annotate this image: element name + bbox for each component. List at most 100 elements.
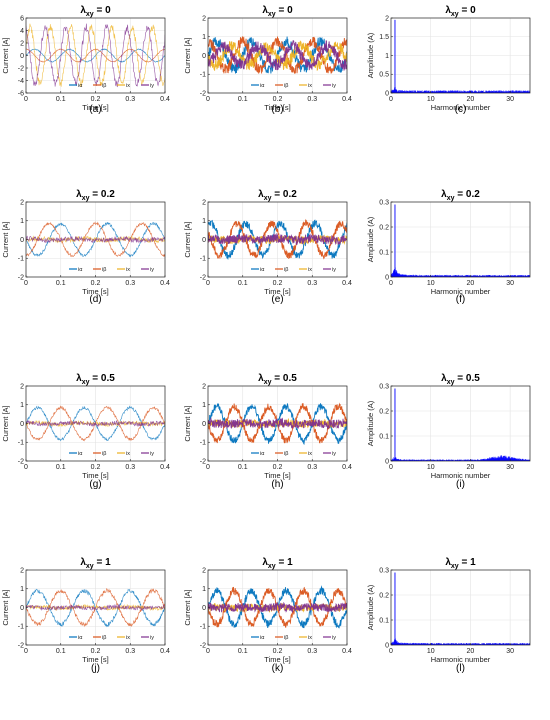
- panel-l: λxy = 1 0 10 20 30 0 0.1 0.2 0.3 Harmonic number A…: [366, 557, 531, 674]
- panel-b-xtick-label-1: 0.1: [238, 96, 248, 103]
- panel-f-ytick-label-3: 0.3: [379, 199, 389, 206]
- panel-e-xtick-label-0: 0: [206, 280, 210, 287]
- panel-e-legend-label-0: iα: [260, 267, 265, 273]
- panel-l-ytick-label-2: 0.2: [379, 592, 389, 599]
- panel-h-legend-label-3: iy: [332, 451, 336, 457]
- panel-d-legend-label-2: ix: [126, 267, 130, 273]
- panel-e-xtick-label-3: 0.3: [307, 280, 317, 287]
- panel-a-legend-label-2: ix: [126, 83, 130, 89]
- panel-l-axes-box: [390, 569, 531, 646]
- panel-b-xtick-label-4: 0.4: [342, 96, 352, 103]
- panel-a-series-x: [26, 23, 165, 88]
- panel-i-axes-box: [390, 385, 531, 462]
- panel-d-series-y: [26, 235, 165, 244]
- panel-l-title-value: = 1: [459, 557, 476, 568]
- panel-j-title: λxy = 1: [80, 557, 111, 570]
- panel-c-title-value: = 0: [459, 5, 476, 16]
- panel-e-series-y: [208, 232, 347, 246]
- panel-c-ylabel: Amplitude (A): [366, 32, 375, 78]
- panel-a-ytick-label-4: 2: [20, 40, 24, 47]
- panel-d-ytick-label-3: 1: [20, 218, 24, 225]
- panel-d-legend-label-3: iy: [150, 267, 154, 273]
- panel-b-ylabel: Current [A]: [183, 37, 192, 73]
- panel-b-series-x: [208, 40, 347, 71]
- panel-d-ytick-label-2: 0: [20, 237, 24, 244]
- panel-e-letter: (e): [271, 294, 283, 305]
- panel-d-legend-label-0: iα: [78, 267, 83, 273]
- panel-k-letter: (k): [272, 663, 284, 674]
- panel-g-title-value: = 0.5: [90, 373, 116, 384]
- panel-k-xtick-label-4: 0.4: [342, 648, 352, 655]
- panel-i-ylabel: Amplitude (A): [366, 400, 375, 446]
- panel-c-xlabel: Harmonic number: [431, 103, 491, 112]
- panel-e-xlabel: Time [s]: [264, 287, 290, 296]
- panel-d-letter: (d): [89, 294, 101, 305]
- panel-a-legend: iα iβ ix iy: [69, 83, 154, 89]
- panel-g-ytick-label-3: 1: [20, 402, 24, 409]
- panel-g-xtick-label-4: 0.4: [160, 464, 170, 471]
- panel-j-xtick-label-4: 0.4: [160, 648, 170, 655]
- panel-a-title-value: = 0: [94, 5, 111, 16]
- panel-e-title: λxy = 0.2: [258, 189, 297, 202]
- panel-h-xtick-label-4: 0.4: [342, 464, 352, 471]
- panel-b-xlabel: Time [s]: [264, 103, 290, 112]
- panel-b: λxy = 0 iα iβ ix iy 0 0.1 0.2 0.3 0.4 -2 -1 0 1 2 Time …: [183, 5, 352, 115]
- panel-k-legend-label-3: iy: [332, 635, 336, 641]
- panel-l-title: λxy = 1: [445, 557, 476, 570]
- panel-j-ytick-label-4: 2: [20, 567, 24, 574]
- panel-f-xlabel: Harmonic number: [431, 287, 491, 296]
- panel-d-xlabel: Time [s]: [82, 287, 108, 296]
- panel-l-title-subscript: xy: [451, 563, 459, 570]
- panel-b-ytick-label-4: 2: [202, 15, 206, 22]
- panel-a-title-symbol: λ: [80, 5, 86, 16]
- panel-g-ytick-label-0: -2: [18, 458, 24, 465]
- panel-e-ytick-label-2: 0: [202, 237, 206, 244]
- panel-b-xtick-label-0: 0: [206, 96, 210, 103]
- panel-j-legend: iα iβ ix iy: [69, 635, 154, 641]
- panel-c-xtick-label-0: 0: [389, 96, 393, 103]
- panel-h-xtick-label-1: 0.1: [238, 464, 248, 471]
- panel-l-xtick-label-3: 30: [506, 648, 514, 655]
- panel-c-ytick-label-3: 1.5: [379, 34, 389, 41]
- panel-d-xtick-label-0: 0: [24, 280, 28, 287]
- panel-d-series-x: [26, 235, 165, 244]
- panel-d-ytick-label-0: -2: [18, 274, 24, 281]
- panel-k-legend: iα iβ ix iy: [251, 635, 336, 641]
- panel-f-title-symbol: λ: [441, 189, 447, 200]
- panel-e-xtick-label-1: 0.1: [238, 280, 248, 287]
- panel-e-xtick-label-4: 0.4: [342, 280, 352, 287]
- panel-b-ytick-label-1: -1: [200, 72, 206, 79]
- panel-a-ytick-label-0: -6: [18, 90, 24, 97]
- panel-g-ytick-label-4: 2: [20, 383, 24, 390]
- panel-d-xtick-label-4: 0.4: [160, 280, 170, 287]
- panel-j-ylabel: Current [A]: [1, 589, 10, 625]
- panel-k-title: λxy = 1: [262, 557, 293, 570]
- panel-a-xtick-label-4: 0.4: [160, 96, 170, 103]
- panel-l-xlabel: Harmonic number: [431, 655, 491, 664]
- panel-g: λxy = 0.5 iα iβ ix iy 0 0.1 0.2 0.3 0.4 -2 -1 0 1 2 Tim…: [1, 373, 170, 490]
- panel-b-xtick-label-2: 0.2: [273, 96, 283, 103]
- panel-l-xtick-label-0: 0: [389, 648, 393, 655]
- panel-k-title-value: = 1: [276, 557, 293, 568]
- panel-l-xtick-label-2: 20: [467, 648, 475, 655]
- panel-j-ytick-label-2: 0: [20, 605, 24, 612]
- panel-g-legend-label-3: iy: [150, 451, 154, 457]
- panel-g-legend-label-1: iβ: [102, 451, 106, 457]
- panel-i-title-subscript: xy: [447, 379, 455, 386]
- panel-j-legend-label-1: iβ: [102, 635, 106, 641]
- panel-i-ytick-label-2: 0.2: [379, 408, 389, 415]
- panel-h-xtick-label-3: 0.3: [307, 464, 317, 471]
- panel-k-ytick-label-0: -2: [200, 642, 206, 649]
- panel-k-xlabel: Time [s]: [264, 655, 290, 664]
- panel-e-legend-label-3: iy: [332, 267, 336, 273]
- panel-g-ytick-label-2: 0: [20, 421, 24, 428]
- panel-k-legend-label-1: iβ: [284, 635, 288, 641]
- panel-b-xtick-label-3: 0.3: [307, 96, 317, 103]
- panel-a-ylabel: Current [A]: [1, 37, 10, 73]
- panel-k-xtick-label-0: 0: [206, 648, 210, 655]
- panel-h-legend: iα iβ ix iy: [251, 451, 336, 457]
- panel-h-legend-label-2: ix: [308, 451, 312, 457]
- panel-f-xtick-label-0: 0: [389, 280, 393, 287]
- panel-l-plot-area: [391, 570, 530, 645]
